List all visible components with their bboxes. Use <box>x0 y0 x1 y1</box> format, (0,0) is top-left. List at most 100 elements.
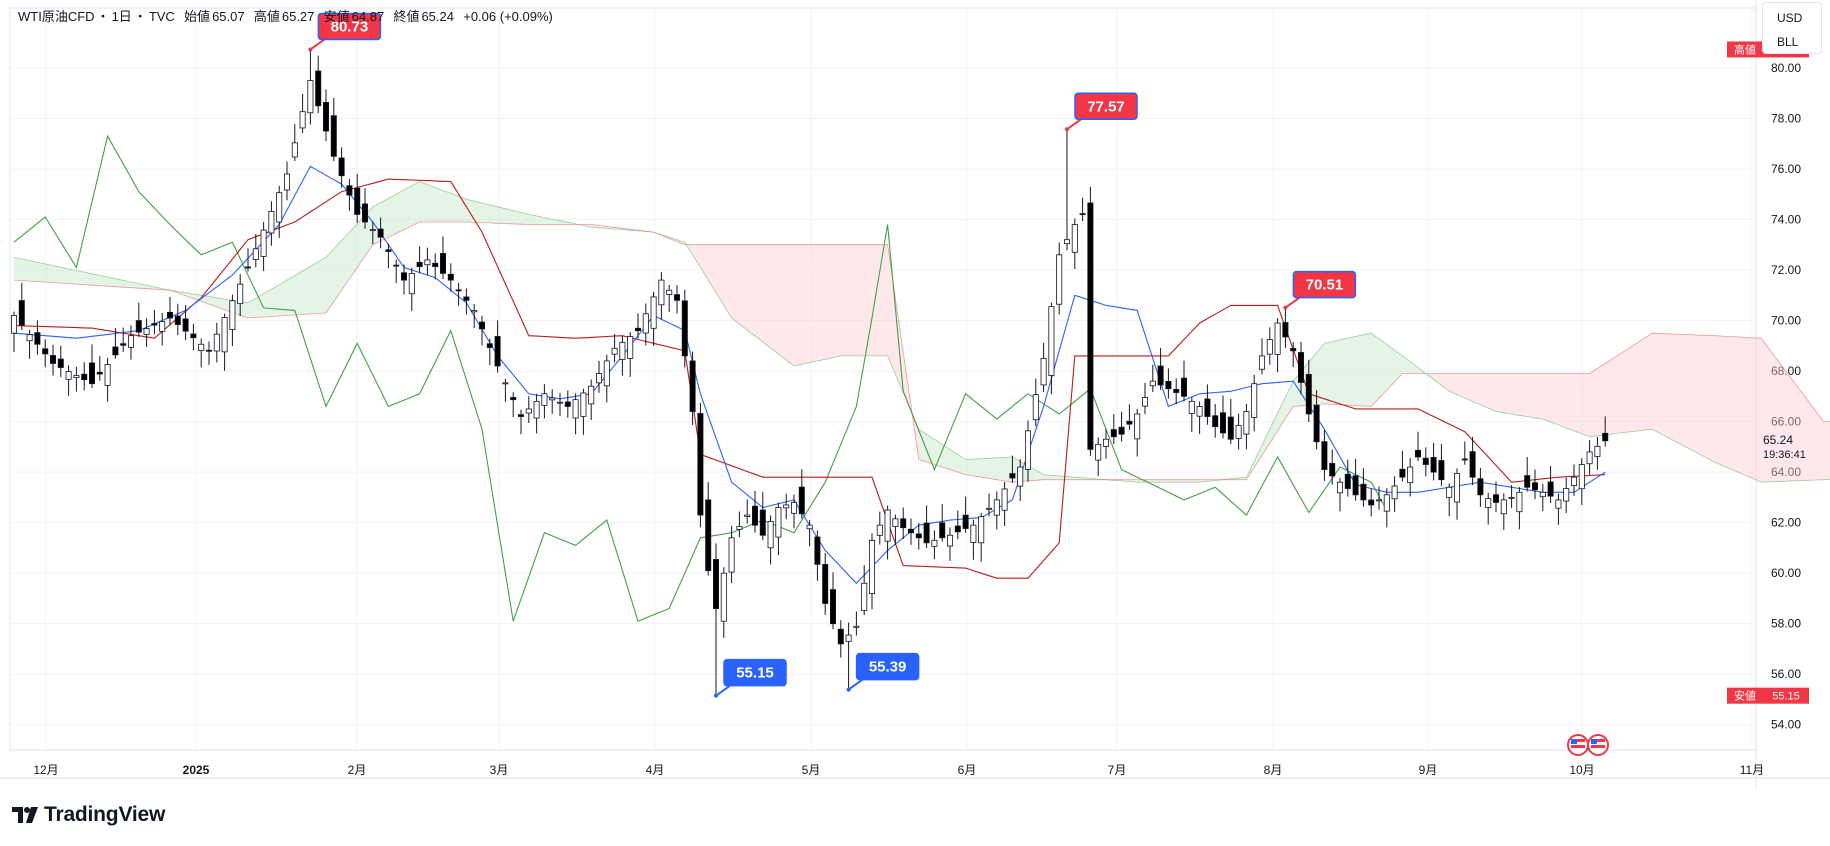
candle-down <box>1220 412 1227 434</box>
cloud-bull-segment <box>1371 333 1379 407</box>
cloud-bear-segment <box>1652 333 1660 434</box>
candle-down <box>416 261 423 268</box>
candle-down <box>1368 499 1375 506</box>
flag-canton <box>1571 739 1577 744</box>
flag-canton <box>1591 739 1597 744</box>
currency-label: USD <box>1777 11 1803 25</box>
callout-dot <box>714 693 718 698</box>
cloud-bear-segment <box>1542 373 1551 422</box>
candle-up <box>736 526 743 530</box>
candle-down <box>1532 482 1539 491</box>
cloud-bull-segment <box>965 459 974 476</box>
candle-up <box>299 111 306 129</box>
cloud-bear-segment <box>1628 343 1637 432</box>
candle-up <box>1032 394 1039 421</box>
cloud-bull-segment <box>1254 445 1262 468</box>
cloud-bear-segment <box>1737 336 1746 476</box>
y-tick-label: 78.00 <box>1771 111 1801 125</box>
cloud-bull-segment <box>185 292 194 299</box>
cloud-bull-segment <box>497 206 506 224</box>
cloud-bear-segment <box>700 244 709 281</box>
candle-down <box>635 327 642 332</box>
cloud-bull-segment <box>271 284 280 317</box>
cloud-bull-segment <box>404 185 412 230</box>
cloud-bull-segment <box>1363 333 1372 407</box>
cloud-bull-segment <box>255 293 264 318</box>
cloud-bear-segment <box>747 244 755 336</box>
callout-value: 70.51 <box>1306 277 1344 294</box>
callout-dot <box>308 47 313 52</box>
candle-down <box>478 321 485 330</box>
candle-down <box>120 343 127 346</box>
candle-down <box>908 528 915 534</box>
cloud-bull-segment <box>1004 456 1013 483</box>
cloud-bull-segment <box>918 429 927 462</box>
candle-up <box>892 518 899 527</box>
candle-up <box>1594 445 1601 457</box>
cloud-bear-segment <box>848 244 857 356</box>
y-tick-label: 56.00 <box>1771 667 1801 681</box>
candle-up <box>869 539 876 594</box>
close-value: 65.24 <box>421 9 454 24</box>
cloud-bull-segment <box>544 217 553 225</box>
cloud-bear-segment <box>1574 373 1582 434</box>
cloud-bear-segment <box>739 244 748 330</box>
separator: ・ <box>96 9 110 24</box>
candle-up <box>1056 254 1063 305</box>
cloud-bull-segment <box>677 239 685 245</box>
candle-up <box>1149 380 1156 387</box>
cloud-bull-segment <box>482 203 490 223</box>
candle-down <box>822 564 829 604</box>
senkou-span-a-line <box>13 181 1830 483</box>
callout-pointer <box>1284 296 1300 309</box>
candle-up <box>1516 491 1523 513</box>
candle-up <box>1196 406 1203 417</box>
candle-up <box>1001 488 1008 511</box>
candle-up <box>1017 466 1024 487</box>
x-tick-label: 2月 <box>348 763 367 777</box>
x-tick-label: 2025 <box>183 763 210 777</box>
cloud-bull-segment <box>84 272 92 286</box>
cloud-bear-segment <box>840 244 849 356</box>
candle-up <box>471 310 478 313</box>
candle-up <box>767 520 774 549</box>
candle-up <box>1071 224 1078 253</box>
cloud-bull-segment <box>60 267 69 284</box>
candle-up <box>1454 472 1461 503</box>
candle-down <box>166 311 173 319</box>
cloud-bull-segment <box>107 277 116 287</box>
x-tick-label: 6月 <box>958 763 977 777</box>
y-tick-label: 66.00 <box>1771 415 1801 429</box>
symbol-name[interactable]: WTI原油CFD <box>18 9 95 24</box>
tradingview-logo[interactable]: TradingView <box>12 803 165 827</box>
candle-up <box>580 392 587 417</box>
timeframe[interactable]: 1日 <box>111 9 132 24</box>
cloud-bear-segment <box>708 244 716 293</box>
cloud-bear-segment <box>1152 479 1161 483</box>
cloud-bear-segment <box>1496 373 1504 413</box>
candle-down <box>1290 347 1297 352</box>
cloud-bull-segment <box>474 201 482 223</box>
candle-up <box>744 514 751 517</box>
callout-value: 55.15 <box>736 665 774 682</box>
cloud-bear-segment <box>1691 334 1699 454</box>
cloud-bull-segment <box>115 278 124 288</box>
unit-label: BLL <box>1777 35 1799 49</box>
x-tick-label: 12月 <box>33 763 58 777</box>
cloud-bear-segment <box>801 244 810 365</box>
cloud-bull-segment <box>411 181 420 226</box>
cloud-bull-segment <box>318 257 326 314</box>
cloud-bear-segment <box>879 244 888 356</box>
cloud-bull-segment <box>528 214 537 225</box>
cloud-bull-segment <box>989 457 997 480</box>
cloud-bear-segment <box>809 244 818 363</box>
currency-unit-selector[interactable]: USD BLL <box>1762 2 1822 54</box>
callout-box <box>723 658 787 687</box>
cloud-bear-segment <box>1683 334 1691 450</box>
cloud-bull-segment <box>396 190 404 234</box>
cloud-bear-segment <box>1675 334 1684 446</box>
candle-up <box>775 507 782 538</box>
candle-down <box>518 414 525 417</box>
